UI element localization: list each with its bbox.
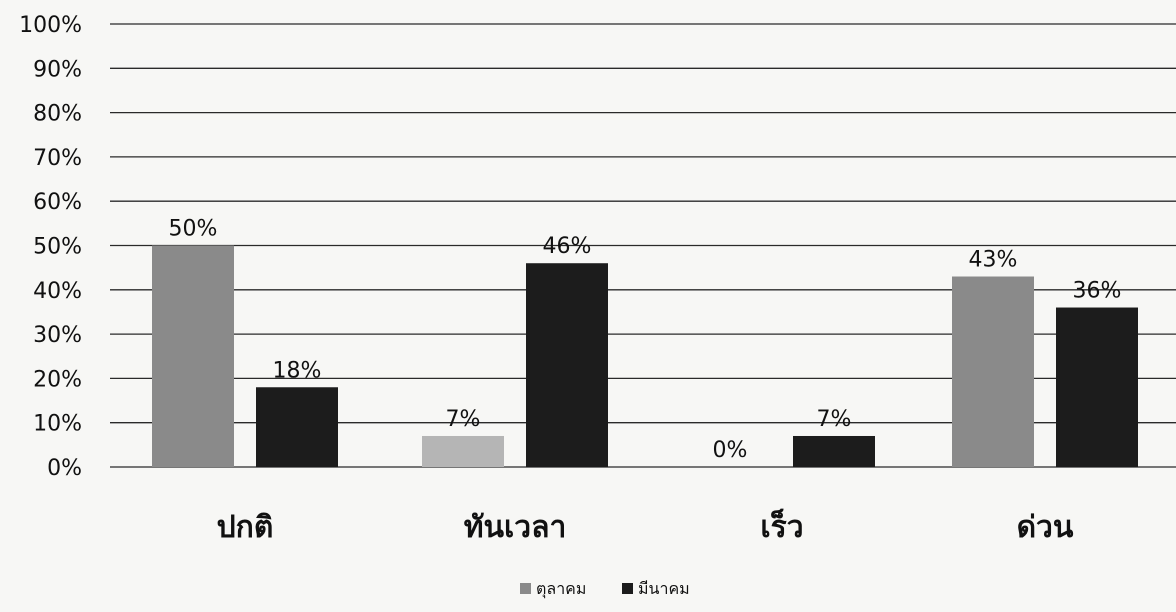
bar-series1 — [952, 276, 1034, 467]
data-label: 7% — [817, 407, 852, 432]
y-axis-ticks: 0% 10% 20% 30% 40% 50% 60% 70% 80% 90% 100% — [19, 13, 82, 481]
y-tick-label: 90% — [33, 57, 82, 82]
data-label: 7% — [446, 407, 481, 432]
x-category-label: ทันเวลา — [464, 510, 567, 545]
legend-label: มีนาคม — [638, 579, 690, 598]
y-tick-label: 40% — [33, 279, 82, 304]
x-category-label: เร็ว — [760, 508, 803, 545]
data-labels: 50% 7% 0% 43% 18% 46% 7% 36% — [169, 217, 1122, 464]
y-tick-label: 10% — [33, 412, 82, 437]
x-category-label: ปกติ — [217, 510, 274, 545]
legend-label: ตุลาคม — [536, 579, 586, 599]
y-tick-label: 30% — [33, 323, 82, 348]
y-tick-label: 80% — [33, 102, 82, 127]
bars — [152, 245, 1138, 467]
bar-series2 — [793, 435, 875, 467]
y-tick-label: 70% — [33, 146, 82, 171]
y-tick-label: 50% — [33, 235, 82, 260]
y-tick-label: 60% — [33, 190, 82, 215]
y-tick-label: 20% — [33, 367, 82, 392]
y-tick-label: 100% — [19, 13, 82, 38]
bar-series2 — [1056, 307, 1138, 467]
data-label: 36% — [1073, 279, 1122, 304]
data-label: 0% — [713, 438, 748, 463]
data-label: 43% — [969, 248, 1018, 273]
y-tick-label: 0% — [47, 456, 82, 481]
legend: ตุลาคม มีนาคม — [520, 579, 690, 599]
bar-series1 — [152, 245, 234, 467]
bar-series1 — [422, 435, 504, 467]
bar-series2 — [256, 387, 338, 467]
data-label: 50% — [169, 217, 218, 242]
legend-swatch — [520, 583, 531, 594]
data-label: 18% — [273, 358, 322, 383]
bar-series2 — [526, 263, 608, 467]
x-category-label: ด่วน — [1017, 510, 1074, 545]
legend-swatch — [622, 583, 633, 594]
x-axis-categories: ปกติ ทันเวลา เร็ว ด่วน — [217, 508, 1074, 545]
data-label: 46% — [543, 234, 592, 259]
